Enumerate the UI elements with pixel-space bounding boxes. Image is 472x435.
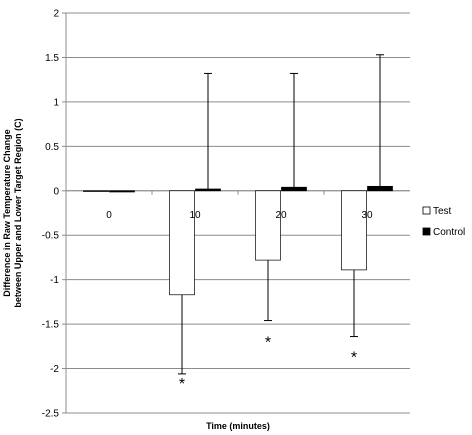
bar-control-20 (281, 186, 307, 192)
legend-label-test: Test (433, 206, 452, 217)
bar-test-20 (255, 190, 281, 261)
y-tick-label: -0.5 (42, 231, 60, 242)
x-tick-label: 10 (189, 210, 201, 221)
y-axis-title-line: between Upper and Lower Target Region (C… (13, 118, 23, 307)
y-tick-label: 0 (53, 186, 59, 197)
bar-test-0 (83, 190, 109, 192)
y-tick-label: 1.5 (45, 53, 59, 64)
legend-swatch-test (422, 206, 431, 215)
legend: Test Control (422, 206, 465, 238)
x-tick-label: 30 (361, 210, 373, 221)
y-tick-label: 2 (53, 9, 59, 20)
bar-control-30 (367, 185, 393, 192)
y-tick-label: -1 (50, 275, 59, 286)
y-tick-label: -1.5 (42, 320, 60, 331)
y-tick-label: -2.5 (42, 409, 60, 420)
x-axis-title: Time (minutes) (206, 421, 270, 431)
significance-marker: * (351, 350, 357, 367)
x-tick-label: 20 (275, 210, 287, 221)
bar-test-30 (341, 190, 367, 271)
x-tick-label: 0 (106, 210, 112, 221)
bar-control-0 (109, 190, 135, 193)
bar-test-10 (169, 190, 195, 296)
bars (83, 185, 393, 296)
y-tick-label: 0.5 (45, 142, 59, 153)
y-tick-label: -2 (50, 364, 59, 375)
legend-swatch-control (422, 227, 431, 236)
labels: 2 1.5 1 0.5 0 -0.5 -1 -1.5 -2 -2.5 0 10 20 30 * * * Time … (2, 9, 373, 432)
y-axis-title-line: Difference in Raw Temperature Change (2, 129, 12, 296)
y-tick-label: 1 (53, 97, 59, 108)
error-bars (178, 54, 384, 375)
bar-control-10 (195, 188, 221, 192)
significance-marker: * (265, 334, 271, 351)
significance-marker: * (179, 376, 185, 393)
legend-label-control: Control (433, 227, 465, 238)
